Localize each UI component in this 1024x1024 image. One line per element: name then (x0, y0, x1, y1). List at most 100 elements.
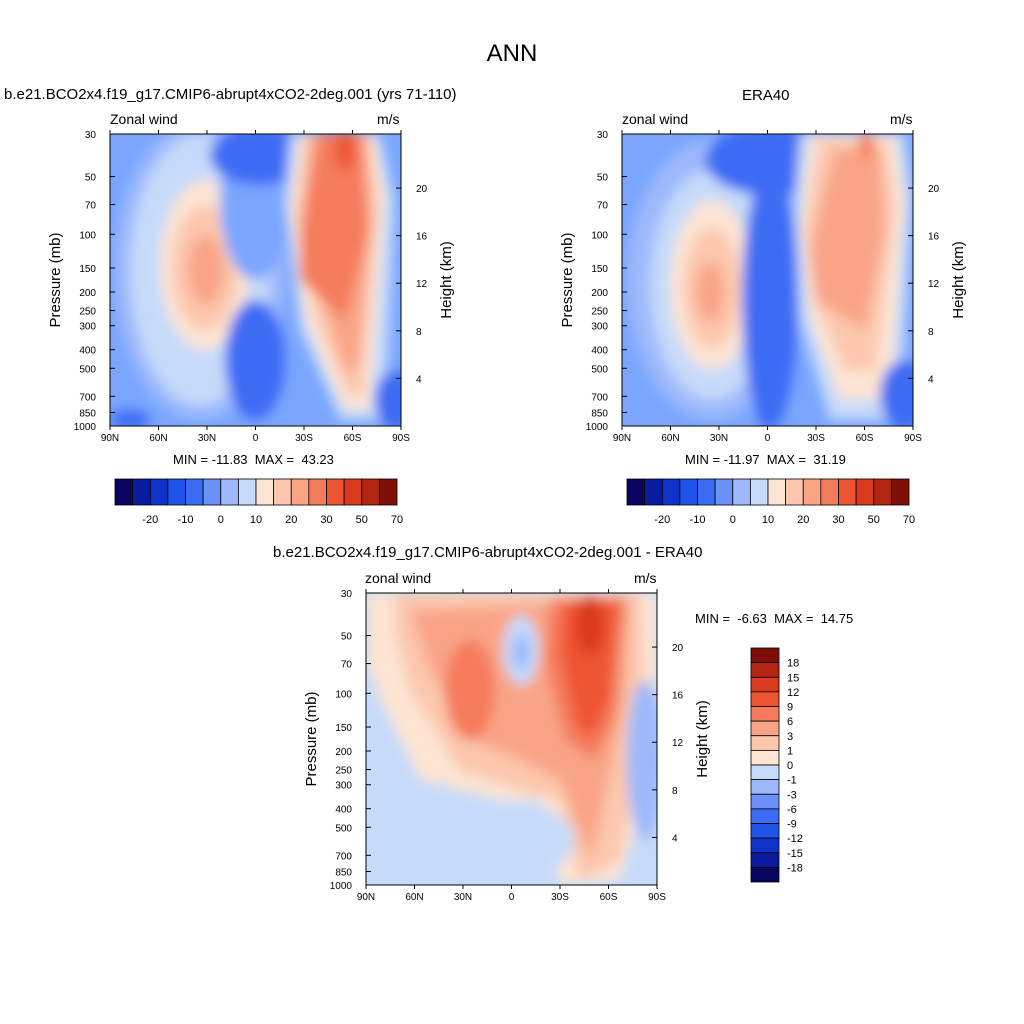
colorbar-label: -10 (690, 514, 706, 526)
y-tick-label: 850 (335, 867, 352, 878)
y-tick-label: 850 (79, 408, 96, 419)
diff-colorbar-label: 9 (787, 702, 793, 714)
model-minmax: MIN = -11.83 MAX = 43.23 (173, 452, 334, 467)
y2-tick-label: 12 (672, 738, 684, 749)
x-tick-label: 90S (648, 892, 666, 903)
diff-colorbar-swatch (750, 866, 780, 883)
y-tick-label: 150 (591, 264, 608, 275)
x-tick-label: 30N (454, 892, 472, 903)
colorbar-swatch (767, 478, 787, 506)
model-var-label: Zonal wind (110, 111, 178, 127)
y2-tick-label: 16 (416, 232, 428, 243)
x-tick-label: 60N (405, 892, 423, 903)
colorbar-swatch (202, 478, 222, 506)
x-tick-label: 60S (344, 433, 362, 444)
colorbar-label: 50 (868, 514, 880, 526)
colorbar-swatch (361, 478, 380, 506)
diff-units: m/s (634, 570, 657, 586)
diff-colorbar-label: -1 (787, 775, 797, 787)
colorbar-swatch (167, 478, 186, 506)
colorbar-label: -20 (142, 514, 158, 526)
y-tick-label: 70 (597, 201, 609, 212)
colorbar-swatch (714, 478, 734, 506)
x-tick-label: 30S (295, 433, 313, 444)
model-contour-field (110, 134, 401, 426)
colorbar-label: -10 (178, 514, 194, 526)
colorbar-swatch (626, 478, 646, 506)
y-tick-label: 150 (79, 264, 96, 275)
colorbar-swatch (132, 478, 151, 506)
colorbar-swatch (273, 478, 292, 506)
y-tick-label: 150 (335, 723, 352, 734)
y-tick-label: 400 (335, 805, 352, 816)
y2-tick-label: 20 (672, 643, 684, 654)
x-tick-label: 0 (253, 433, 259, 444)
diff-colorbar-swatch (750, 720, 780, 737)
y2-tick-label: 4 (416, 374, 422, 385)
x-tick-label: 30N (198, 433, 216, 444)
colorbar-swatch (855, 478, 875, 506)
y-tick-label: 70 (341, 660, 353, 671)
colorbar-swatch (661, 478, 681, 506)
x-tick-label: 30S (807, 433, 825, 444)
colorbar-swatch (749, 478, 769, 506)
colorbar-swatch (890, 478, 910, 506)
x-tick-label: 90N (613, 433, 631, 444)
y-tick-label: 850 (591, 408, 608, 419)
y2-axis-title: Height (km) (438, 241, 455, 319)
obs-var-label: zonal wind (622, 111, 689, 127)
diff-colorbar-swatch (750, 706, 780, 722)
diff-colorbar-label: 18 (787, 658, 799, 670)
y-tick-label: 250 (79, 307, 96, 318)
colorbar-swatch (838, 478, 857, 506)
y-tick-label: 300 (591, 322, 608, 333)
diff-colorbar-label: 1 (787, 745, 793, 757)
y-axis-title: Pressure (mb) (303, 691, 320, 786)
colorbar-swatch (220, 478, 239, 506)
colorbar-swatch (290, 478, 310, 506)
y2-tick-label: 16 (672, 691, 684, 702)
x-tick-label: 60S (600, 892, 618, 903)
x-tick-label: 60S (856, 433, 874, 444)
x-tick-label: 60N (661, 433, 679, 444)
diff-colorbar-swatch (750, 749, 780, 766)
y2-tick-label: 20 (928, 184, 940, 195)
colorbar-swatch (644, 478, 663, 506)
y-tick-label: 300 (335, 781, 352, 792)
obs-units: m/s (890, 111, 913, 127)
colorbar-swatch (732, 478, 751, 506)
colorbar-swatch (697, 478, 716, 506)
colorbar-swatch (343, 478, 363, 506)
diff-colorbar-swatch (750, 764, 780, 781)
diff-colorbar-swatch (750, 779, 780, 795)
y-tick-label: 30 (85, 130, 97, 141)
y-tick-label: 100 (591, 230, 608, 241)
colorbar-swatch (114, 478, 134, 506)
colorbar-swatch (237, 478, 257, 506)
colorbar-label: 10 (250, 514, 262, 526)
y-tick-label: 200 (335, 747, 352, 758)
colorbar-label: 70 (391, 514, 403, 526)
obs-panel-title: ERA40 (742, 87, 790, 104)
colorbar-swatch (255, 478, 275, 506)
colorbar-label: 70 (903, 514, 915, 526)
y-tick-label: 1000 (74, 422, 97, 433)
colorbar-label: 20 (285, 514, 297, 526)
y-tick-label: 500 (335, 823, 352, 834)
y-tick-label: 1000 (586, 422, 609, 433)
diff-colorbar-swatch (750, 647, 780, 664)
model-units: m/s (377, 111, 400, 127)
diff-contour-field (366, 593, 657, 885)
diff-colorbar-label: 3 (787, 731, 793, 743)
y2-tick-label: 12 (928, 279, 940, 290)
colorbar-label: 0 (730, 514, 736, 526)
colorbar-label: 30 (320, 514, 332, 526)
x-tick-label: 90N (357, 892, 375, 903)
diff-colorbar-swatch (750, 837, 780, 854)
y-tick-label: 700 (591, 392, 608, 403)
colorbar-label: 10 (762, 514, 774, 526)
y2-tick-label: 12 (416, 279, 428, 290)
page-title: ANN (486, 40, 538, 67)
y2-tick-label: 4 (928, 374, 934, 385)
